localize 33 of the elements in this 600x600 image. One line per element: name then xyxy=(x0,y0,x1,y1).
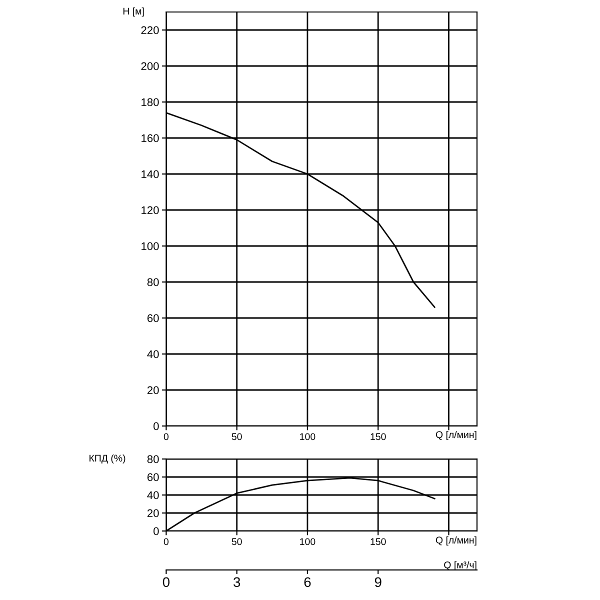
x-axis-title: Q [л/мин] xyxy=(436,536,476,546)
y-tick-label: 220 xyxy=(141,26,159,34)
y-tick-label: 20 xyxy=(147,509,159,518)
x-tick-label: 100 xyxy=(300,433,316,440)
y-tick-label: 180 xyxy=(142,98,159,106)
y-tick-label: 120 xyxy=(142,206,159,214)
y-axis-title: Н [м] xyxy=(123,7,144,17)
x2-tick-label: 0 xyxy=(162,577,170,588)
x2-tick-label: 6 xyxy=(304,577,311,588)
y-tick-label: 40 xyxy=(147,491,159,500)
y-tick-label: 160 xyxy=(142,134,159,142)
x-tick-label: 50 xyxy=(232,538,242,546)
y-tick-label: 100 xyxy=(142,242,159,250)
y-tick-label: 200 xyxy=(141,62,159,70)
y-tick-label: 0 xyxy=(154,527,159,536)
y-tick-label: 60 xyxy=(147,473,159,482)
y-tick-label: 80 xyxy=(147,278,159,286)
x-tick-label: 0 xyxy=(164,538,169,546)
y-tick-label: 40 xyxy=(147,350,159,358)
x-tick-label: 100 xyxy=(300,538,316,546)
y-tick-label: 60 xyxy=(147,314,159,322)
x-tick-label: 0 xyxy=(164,433,169,440)
x-axis-title: Q [л/мин] xyxy=(436,430,476,440)
y-tick-label: 80 xyxy=(147,455,159,464)
x2-tick-label: 3 xyxy=(234,577,240,588)
y-tick-label: 140 xyxy=(142,170,159,178)
x2-tick-label: 9 xyxy=(374,577,382,588)
x-tick-label: 50 xyxy=(232,433,242,440)
y-axis-title: КПД (%) xyxy=(90,454,126,464)
x-tick-label: 150 xyxy=(370,538,386,546)
y-tick-label: 0 xyxy=(154,422,159,430)
y-tick-label: 20 xyxy=(147,386,159,394)
x-tick-label: 150 xyxy=(370,433,386,440)
